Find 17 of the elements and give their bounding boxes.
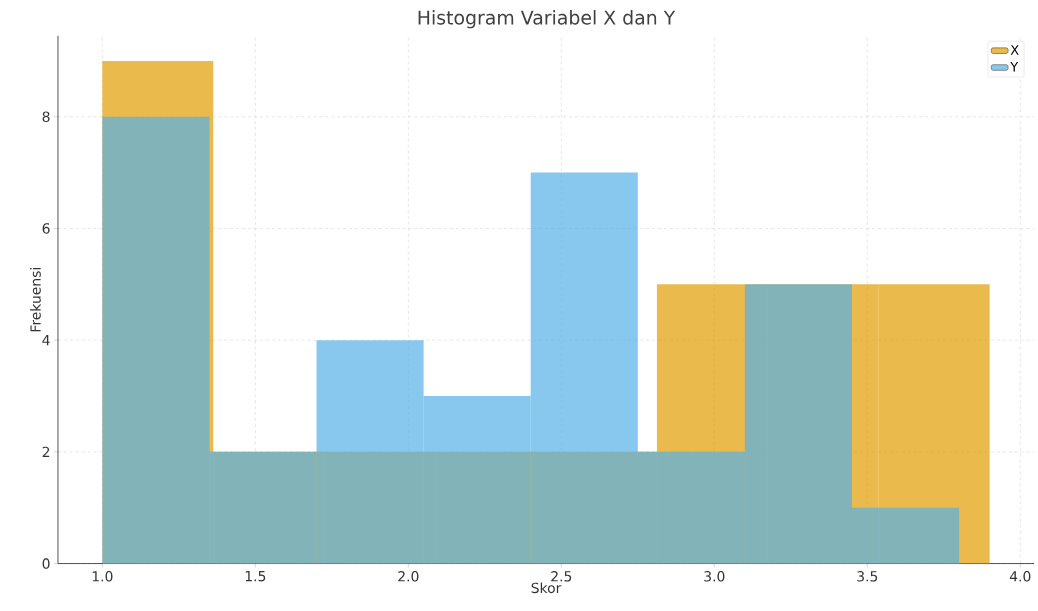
y-tick-label: 8 (42, 111, 50, 122)
y-tick-label: 6 (42, 223, 50, 234)
x-axis-title: Skor (531, 582, 562, 594)
y-axis-title: Frekuensi (30, 267, 41, 332)
x-tick-label: 3.5 (857, 570, 878, 582)
x-tick-label: 4.0 (1009, 570, 1031, 582)
x-tick-label: 1.0 (92, 570, 113, 582)
chart-title: Histogram Variabel X dan Y (418, 9, 676, 29)
x-tick-label: 3.0 (704, 570, 725, 582)
x-tick-label: 1.5 (245, 570, 266, 582)
x-tick-label: 2.5 (551, 570, 572, 582)
y-tick-label: 0 (42, 558, 50, 569)
x-tick-label: 2.0 (398, 570, 419, 582)
y-tick-label: 4 (42, 334, 50, 346)
y-tick-label: 2 (42, 446, 50, 457)
legend-label: Y (1010, 61, 1019, 72)
legend-label: X (1010, 45, 1019, 55)
